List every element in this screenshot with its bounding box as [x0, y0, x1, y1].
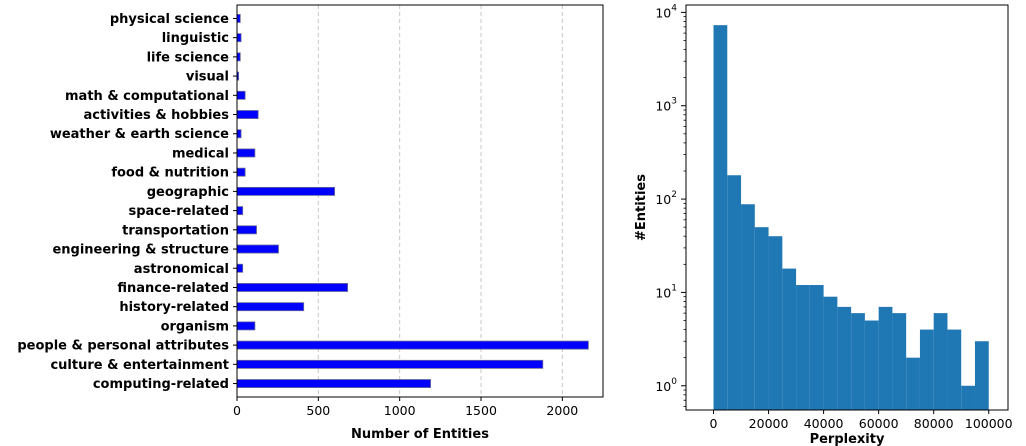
perplexity-histogram: 100 101 102 103 104 0 20000 40000 60000 80000 1000… — [634, 3, 1013, 446]
category-label: weather & earth science — [50, 127, 229, 142]
category-label: culture & entertainment — [50, 358, 229, 373]
bar — [236, 167, 246, 177]
category-label: physical science — [110, 12, 229, 27]
x-axis-title: Number of Entities — [351, 427, 489, 442]
x-tick-label: 40000 — [804, 416, 844, 431]
category-label: linguistic — [162, 31, 229, 46]
y-tick-label: 102 — [655, 190, 677, 207]
histogram-bar — [933, 313, 948, 410]
plot-frame — [236, 4, 604, 398]
category-label: space-related — [128, 204, 229, 219]
x-tick-label: 0 — [710, 416, 718, 431]
x-axis-title: Perplexity — [810, 432, 885, 446]
histogram-bar — [782, 268, 797, 410]
bar — [236, 206, 244, 216]
category-label: medical — [172, 146, 229, 161]
bar — [236, 340, 589, 350]
histogram-bar — [961, 385, 975, 410]
histogram-bar — [906, 357, 920, 410]
bar — [236, 110, 259, 119]
bar — [236, 359, 544, 369]
histogram-bar — [864, 320, 879, 410]
category-label: people & personal attributes — [17, 339, 229, 354]
category-label: activities & hobbies — [83, 108, 229, 123]
histogram-bar — [796, 285, 810, 410]
category-label: life science — [147, 50, 230, 65]
histogram-bar — [892, 313, 907, 410]
category-label: transportation — [122, 223, 229, 238]
histogram-bar — [878, 306, 893, 410]
bar — [236, 33, 242, 43]
category-bar-chart: 0 500 1000 1500 2000 physical science linguist… — [17, 4, 604, 442]
bar — [236, 186, 335, 196]
category-label: finance-related — [117, 281, 229, 296]
category-label: food & nutrition — [111, 166, 229, 181]
category-label: engineering & structure — [52, 243, 229, 258]
x-tick-label: 1500 — [465, 403, 497, 418]
bar — [236, 244, 279, 254]
histogram-bar — [947, 329, 962, 410]
y-tick-label: 101 — [655, 283, 677, 300]
histogram-bar — [851, 313, 865, 410]
bar — [236, 90, 246, 100]
bar — [236, 263, 244, 273]
histogram-bar — [823, 296, 838, 410]
category-label: astronomical — [134, 262, 229, 277]
y-tick-label: 104 — [655, 3, 677, 20]
bar — [236, 148, 256, 158]
category-label: history-related — [119, 300, 229, 315]
histogram-bar — [837, 306, 852, 410]
bar — [236, 129, 242, 139]
category-label: visual — [186, 70, 229, 85]
histogram-bar — [727, 175, 742, 410]
y-axis-title: #Entities — [634, 174, 649, 241]
plot-frame — [685, 4, 1009, 411]
category-label: math & computational — [65, 89, 229, 104]
x-tick-label: 20000 — [749, 416, 789, 431]
x-tick-label: 80000 — [914, 416, 954, 431]
bar — [236, 283, 349, 292]
histogram-bar — [974, 341, 989, 410]
bar — [236, 379, 431, 388]
bar — [236, 302, 305, 312]
category-label: geographic — [147, 185, 229, 200]
category-label: organism — [161, 319, 229, 334]
x-tick-label: 2000 — [546, 403, 578, 418]
histogram-bar — [768, 236, 783, 410]
y-tick-label: 103 — [655, 97, 677, 114]
histogram-bar — [713, 25, 728, 410]
bar — [236, 321, 256, 331]
x-tick-label: 500 — [306, 403, 330, 418]
x-tick-label: 0 — [233, 403, 241, 418]
x-tick-label: 100000 — [965, 416, 1013, 431]
histogram-bar — [809, 285, 824, 410]
histogram-bar — [741, 204, 755, 410]
x-tick-label: 60000 — [859, 416, 899, 431]
x-tick-label: 1000 — [384, 403, 416, 418]
bar — [236, 225, 257, 235]
category-label: computing-related — [93, 377, 229, 392]
y-tick-label: 100 — [655, 377, 677, 394]
histogram-bar — [919, 329, 934, 410]
histogram-bar — [754, 227, 769, 410]
